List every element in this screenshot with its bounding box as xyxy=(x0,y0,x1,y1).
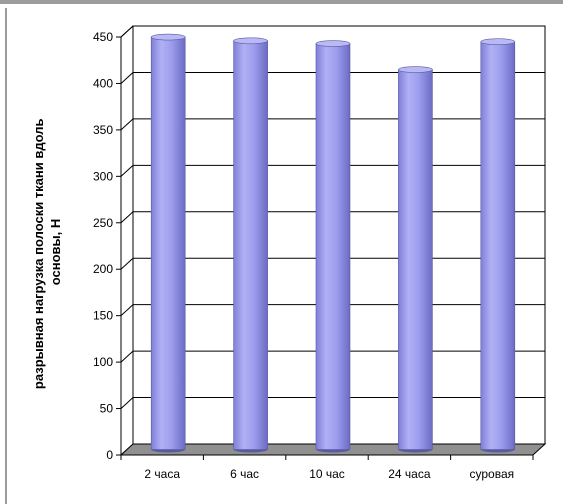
x-tick-label: 2 часа xyxy=(144,467,180,481)
bar-body xyxy=(315,43,351,450)
bar-top xyxy=(150,33,186,41)
bar xyxy=(233,37,268,453)
y-tick-label: 150 xyxy=(93,309,113,323)
bar xyxy=(315,40,351,453)
bar xyxy=(480,38,516,453)
x-tick-label: 6 час xyxy=(230,467,259,481)
bar-top xyxy=(480,38,516,46)
x-tick-labels: 2 часа 6 час 10 час 24 часа суровая xyxy=(144,467,514,481)
bar-top xyxy=(233,37,268,45)
y-tick-label: 0 xyxy=(106,448,113,462)
y-tick-label: 50 xyxy=(100,402,114,416)
y-tick-label: 300 xyxy=(93,169,113,183)
bar-top xyxy=(398,66,433,73)
y-tick-label: 200 xyxy=(93,262,113,276)
bar-body xyxy=(150,36,186,450)
y-tick-labels: 0 50 100 150 200 250 300 350 400 450 xyxy=(93,30,113,462)
side-wall-edges xyxy=(120,25,134,456)
x-tick-label: суровая xyxy=(469,467,514,481)
x-tick-label: 24 часа xyxy=(388,467,431,481)
y-tick-label: 450 xyxy=(93,30,113,44)
bar xyxy=(398,66,433,453)
y-axis-label-line-2: основы, Н xyxy=(48,219,63,286)
bar-body xyxy=(233,40,268,450)
axes xyxy=(116,36,534,460)
y-tick-label: 100 xyxy=(93,355,113,369)
y-tick-label: 400 xyxy=(93,76,113,90)
left-border xyxy=(5,8,7,504)
y-tick-label: 250 xyxy=(93,216,113,230)
bar xyxy=(150,33,186,453)
bar-body xyxy=(398,69,433,450)
bar-body xyxy=(480,41,516,450)
bars xyxy=(150,33,516,453)
y-axis-label-line-1: разрывная нагрузка полоски ткани вдоль xyxy=(31,119,46,390)
gridline xyxy=(120,25,545,38)
top-border xyxy=(0,0,563,4)
y-axis-label: разрывная нагрузка полоски ткани вдоль о… xyxy=(31,115,63,389)
bar-top xyxy=(315,40,351,47)
y-tick-label: 350 xyxy=(93,123,113,137)
x-tick-label: 10 час xyxy=(309,467,345,481)
